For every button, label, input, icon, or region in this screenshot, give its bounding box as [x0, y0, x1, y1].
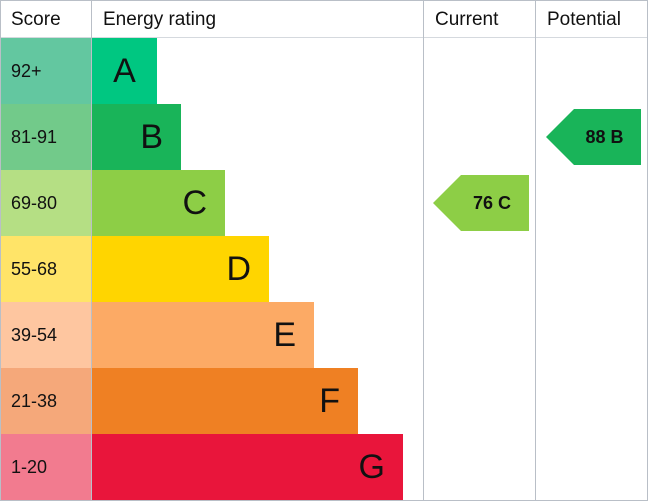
- rating-bar-c: C: [92, 170, 225, 236]
- score-range-d: 55-68: [1, 236, 91, 302]
- potential-rating-label: 88 B: [585, 126, 624, 147]
- score-range-f: 21-38: [1, 368, 91, 434]
- rating-bar-b: B: [92, 104, 181, 170]
- potential-header: Potential: [547, 9, 621, 30]
- rating-bar-g: G: [92, 434, 403, 500]
- column-divider: [91, 1, 92, 500]
- score-range-b: 81-91: [1, 104, 91, 170]
- column-divider: [535, 1, 536, 500]
- current-rating-label: 76 C: [472, 192, 512, 213]
- rating-bar-a: A: [92, 38, 157, 104]
- rating-bar-d: D: [92, 236, 269, 302]
- current-header: Current: [435, 9, 499, 30]
- score-range-e: 39-54: [1, 302, 91, 368]
- header-divider: [1, 37, 647, 38]
- rating-bar-f: F: [92, 368, 358, 434]
- potential-rating-arrow: 88 B: [546, 109, 641, 165]
- column-divider: [423, 1, 424, 500]
- current-rating-arrow: 76 C: [433, 175, 529, 231]
- score-range-c: 69-80: [1, 170, 91, 236]
- score-range-g: 1-20: [1, 434, 91, 500]
- energy-rating-header: Energy rating: [103, 9, 217, 30]
- score-header: Score: [11, 9, 61, 30]
- rating-bar-e: E: [92, 302, 314, 368]
- score-range-a: 92+: [1, 38, 91, 104]
